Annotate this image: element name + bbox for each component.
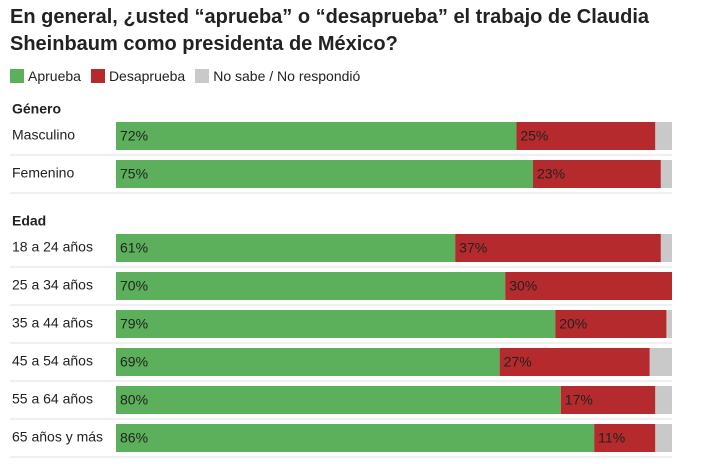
value-label: 23% xyxy=(537,166,565,182)
value-label: 30% xyxy=(509,278,537,294)
y-tick-label: 35 a 44 años xyxy=(12,315,93,331)
y-tick-label: 25 a 34 años xyxy=(12,277,93,293)
bar-segment xyxy=(116,160,533,188)
y-tick-label: 45 a 54 años xyxy=(12,353,93,369)
legend-swatch xyxy=(90,69,105,83)
value-label: 75% xyxy=(120,166,148,182)
y-tick-label: 65 años y más xyxy=(12,429,103,445)
value-label: 79% xyxy=(120,316,148,332)
bar-segment xyxy=(516,122,656,150)
y-tick-label: Femenino xyxy=(12,165,74,181)
y-tick-label: 55 a 64 años xyxy=(12,391,93,407)
value-label: 25% xyxy=(520,128,548,144)
value-label: 17% xyxy=(565,392,593,408)
legend-item: No sabe / No respondió xyxy=(195,68,360,84)
bar-segment xyxy=(116,234,456,262)
bar-segment xyxy=(555,310,667,338)
legend: Aprueba Desaprueba No sabe / No respondió xyxy=(10,68,360,84)
bar-segment xyxy=(116,386,561,414)
chart-title: En general, ¿usted “aprueba” o “desaprue… xyxy=(10,6,650,55)
legend-label: Desaprueba xyxy=(108,68,186,84)
y-tick-label: Masculino xyxy=(12,127,75,143)
bar-segment xyxy=(116,348,500,376)
group-title: Edad xyxy=(12,213,46,229)
value-label: 80% xyxy=(120,392,148,408)
bar-segment xyxy=(655,122,672,150)
bar-segment xyxy=(533,160,661,188)
bar-segment xyxy=(505,272,672,300)
bar-segment xyxy=(116,272,506,300)
legend-item: Desaprueba xyxy=(90,68,186,84)
bar-segment xyxy=(116,424,595,452)
value-label: 61% xyxy=(120,240,148,256)
legend-item: Aprueba xyxy=(10,68,81,84)
bar-segment xyxy=(649,348,672,376)
bar-segment xyxy=(666,310,672,338)
bar-segment xyxy=(560,386,656,414)
value-label: 11% xyxy=(598,430,625,446)
group-title: Género xyxy=(12,101,61,117)
y-tick-label: 18 a 24 años xyxy=(12,239,93,255)
value-label: 70% xyxy=(120,278,148,294)
bar-segment xyxy=(116,122,517,150)
legend-label: No sabe / No respondió xyxy=(213,68,361,84)
bar-segment xyxy=(594,424,656,452)
value-label: 69% xyxy=(120,354,148,370)
bar-segment xyxy=(655,424,672,452)
bar-segment xyxy=(660,234,672,262)
legend-swatch xyxy=(195,69,210,83)
value-label: 72% xyxy=(120,128,148,144)
legend-label: Aprueba xyxy=(28,68,81,84)
value-label: 86% xyxy=(120,430,148,446)
bar-segment xyxy=(499,348,650,376)
bar-segment xyxy=(116,310,556,338)
value-label: 37% xyxy=(459,240,487,256)
bar-segment xyxy=(455,234,661,262)
bar-segment xyxy=(660,160,672,188)
bar-segment xyxy=(655,386,672,414)
value-label: 27% xyxy=(504,354,532,370)
legend-swatch xyxy=(10,69,24,83)
value-label: 20% xyxy=(559,316,587,332)
